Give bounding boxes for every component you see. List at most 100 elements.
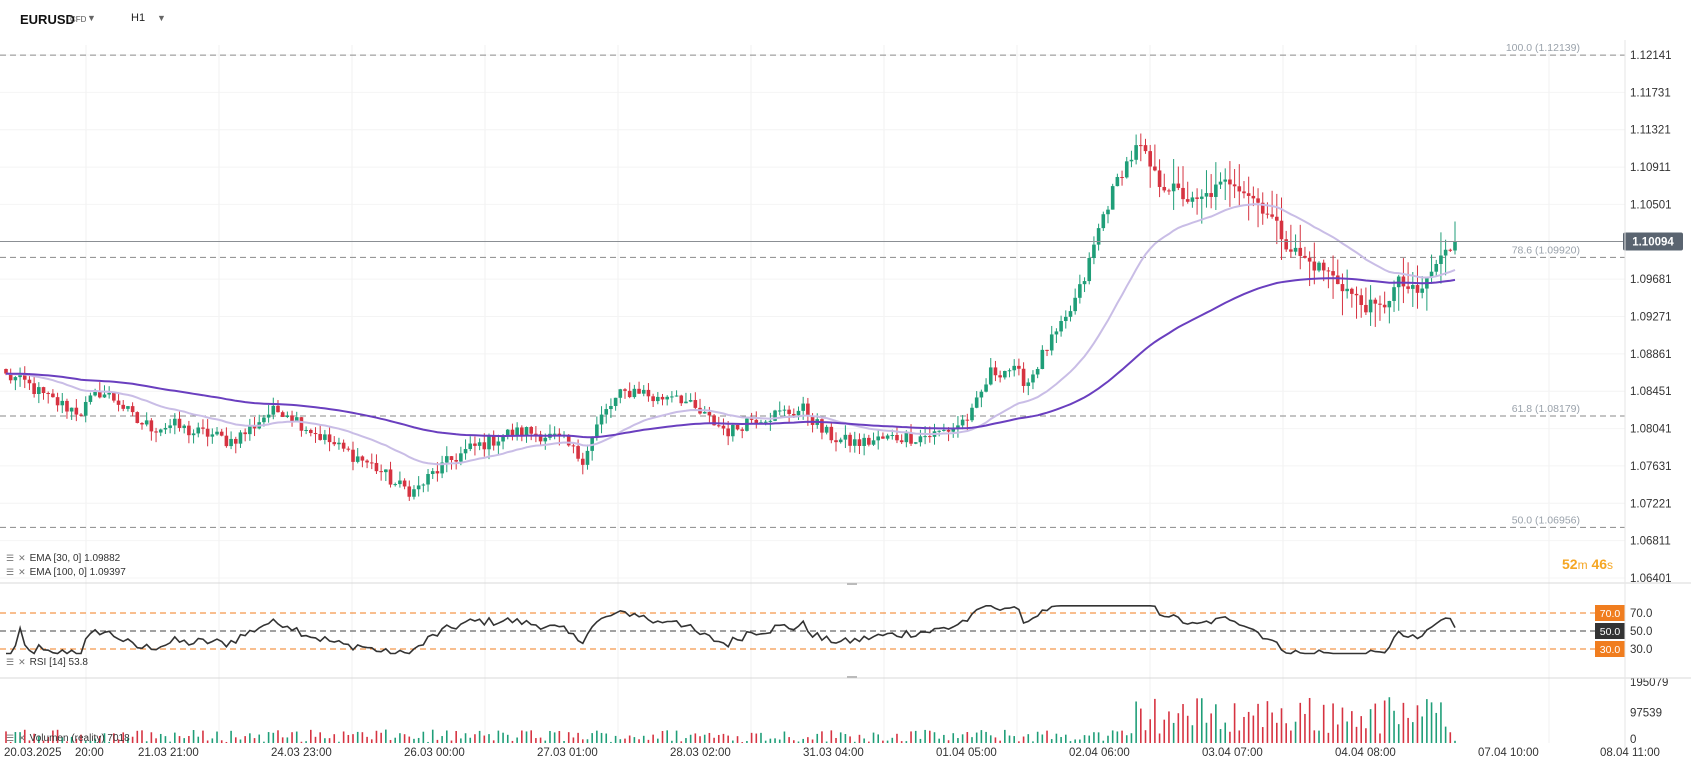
candle-body: [852, 439, 857, 446]
candle-body: [487, 435, 491, 450]
candle-body: [993, 367, 998, 376]
candle-body: [1167, 190, 1171, 192]
price-axis-tick: 1.10501: [1630, 199, 1672, 211]
settings-icon[interactable]: ☰: [6, 567, 15, 577]
candle-body: [876, 436, 881, 441]
candle-body: [505, 429, 510, 437]
rsi-level-badge: [1595, 641, 1625, 657]
settings-icon[interactable]: ☰: [6, 657, 15, 667]
symbol-selector[interactable]: EURUSD: [20, 12, 75, 27]
candle-body: [1303, 255, 1307, 258]
candle-body: [1134, 145, 1138, 160]
candle-body: [79, 414, 83, 416]
candle-body: [149, 420, 154, 432]
candle-body: [1326, 270, 1331, 272]
candle-body: [735, 424, 740, 430]
candle-body: [702, 412, 707, 414]
ema100-legend[interactable]: ☰ ✕ EMA [100, 0] 1.09397: [6, 567, 126, 578]
candle-body: [707, 412, 712, 416]
rsi-pane: 70.0 70.0 50.0 50.0 30.0 30.0: [0, 605, 1652, 657]
candle-body: [1078, 284, 1082, 298]
caret-down-icon[interactable]: ▼: [157, 13, 166, 23]
timeframe-selector[interactable]: H1: [131, 12, 146, 24]
candle-body: [107, 392, 111, 395]
candle-body: [398, 480, 402, 485]
candle-body: [388, 469, 393, 485]
candle-body: [1279, 220, 1284, 240]
candle-body: [224, 435, 229, 447]
price-axis-tick: 1.12141: [1630, 50, 1672, 62]
candle-body: [32, 383, 36, 394]
rsi-legend[interactable]: ☰ ✕ RSI [14] 53.8: [6, 657, 88, 668]
candle-body: [290, 415, 294, 422]
candle-body: [407, 486, 412, 497]
candle-body: [323, 434, 327, 440]
candle-body: [191, 433, 196, 436]
rsi-level-badge-label: 50.0: [1600, 626, 1621, 638]
time-axis-label: 01.04 05:00: [936, 747, 997, 759]
candle-body: [482, 442, 487, 450]
candle-body: [140, 422, 144, 425]
candle-body: [646, 389, 651, 397]
candle-body: [463, 449, 468, 454]
settings-icon[interactable]: ☰: [6, 733, 15, 743]
candle-body: [365, 460, 369, 463]
price-axis-tick: 1.08861: [1630, 349, 1672, 361]
candle-body: [609, 405, 613, 410]
candle-body: [205, 428, 210, 437]
close-icon[interactable]: ✕: [18, 657, 26, 667]
candle-body: [491, 435, 496, 446]
candle-body: [806, 403, 810, 417]
candle-body: [135, 412, 140, 423]
current-price-badge: [1623, 232, 1683, 251]
price-axis-tick: 1.11321: [1630, 125, 1671, 137]
candle-body: [88, 395, 93, 402]
candle-body: [965, 419, 970, 421]
candle-countdown-timer: 52m 46s: [1562, 556, 1613, 572]
rsi-axis-tick: 50.0: [1630, 626, 1652, 638]
candle-body: [1007, 370, 1012, 372]
caret-down-icon[interactable]: ▼: [87, 13, 96, 23]
candle-body: [229, 438, 233, 447]
candle-body: [1354, 293, 1359, 296]
ema100-legend-label: EMA [100, 0] 1.09397: [29, 567, 126, 578]
timer-seconds-unit: s: [1607, 558, 1614, 572]
candle-body: [1256, 198, 1260, 203]
candle-body: [627, 390, 632, 398]
candle-body: [4, 368, 8, 374]
candle-body: [534, 433, 538, 435]
fib-level-label: 78.6 (1.09920): [1512, 244, 1580, 256]
candle-body: [599, 414, 604, 425]
candle-body: [613, 397, 618, 406]
volume-legend[interactable]: ☰ ✕ Volumen (reality) 7018: [6, 733, 130, 744]
ema30-legend[interactable]: ☰ ✕ EMA [30, 0] 1.09882: [6, 553, 120, 564]
candle-body: [1214, 184, 1218, 197]
close-icon[interactable]: ✕: [18, 567, 26, 577]
candle-body: [1335, 275, 1340, 285]
candle-body: [820, 419, 824, 433]
close-icon[interactable]: ✕: [18, 733, 26, 743]
close-icon[interactable]: ✕: [18, 553, 26, 563]
candle-body: [8, 373, 13, 381]
fib-level-label: 50.0 (1.06956): [1512, 514, 1580, 526]
candle-body: [496, 441, 501, 446]
candle-body: [904, 432, 909, 443]
candle-body: [1223, 179, 1228, 182]
candle-body: [233, 438, 238, 444]
candle-body: [1092, 244, 1096, 259]
candle-body: [1373, 299, 1378, 304]
candle-body: [867, 437, 871, 445]
candle-body: [895, 434, 899, 441]
candle-body: [1003, 370, 1007, 378]
candle-body: [374, 462, 379, 472]
candle-body: [473, 443, 477, 446]
candle-body: [341, 442, 346, 449]
time-axis-label: 27.03 01:00: [537, 747, 598, 759]
candle-body: [543, 437, 548, 442]
candle-body: [444, 456, 449, 463]
candle-body: [1199, 196, 1204, 199]
candle-body: [1153, 166, 1157, 171]
settings-icon[interactable]: ☰: [6, 553, 15, 563]
candle-body: [168, 425, 172, 428]
